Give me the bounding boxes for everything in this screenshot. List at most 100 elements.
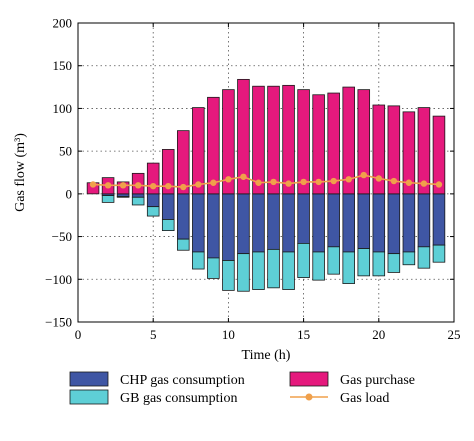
- bar-gas-purchase: [357, 89, 371, 195]
- y-tick-label: 200: [53, 16, 73, 31]
- bar-chp-gas-consumption: [312, 193, 325, 253]
- bar-chp-gas-consumption: [207, 193, 220, 259]
- bar-gb-gas-consumption: [116, 196, 130, 198]
- bar-chp-gas-consumption: [161, 193, 175, 220]
- gas-load-point: [285, 180, 292, 187]
- plot-frame: [77, 22, 455, 323]
- gas-load-point: [104, 182, 112, 189]
- bar-gb-gas-consumption: [207, 257, 220, 279]
- bar-gas-purchase: [237, 78, 250, 195]
- x-tick-label: 5: [150, 327, 157, 342]
- y-tick-label: −50: [52, 229, 72, 244]
- bar-gb-gas-consumption: [161, 219, 175, 231]
- y-tick-label: 150: [53, 58, 73, 73]
- gas-load-point: [134, 182, 142, 189]
- bar-gb-gas-consumption: [267, 248, 280, 289]
- bar-gb-gas-consumption: [327, 246, 340, 275]
- legend-marker-gas-load: [305, 393, 313, 401]
- bar-gb-gas-consumption: [342, 251, 355, 284]
- legend: CHP gas consumption GB gas consumption Gas…: [69, 371, 415, 406]
- gas-load-point: [180, 183, 187, 191]
- bar-gas-purchase: [327, 92, 340, 195]
- y-tick-label: −150: [45, 315, 72, 330]
- bar-gas-purchase: [267, 85, 280, 195]
- bar-chp-gas-consumption: [131, 193, 145, 198]
- bar-chp-gas-consumption: [146, 193, 160, 208]
- axis-ticks: 0 5 10 15 20 25 −150 −100 −50 0 50 100 150 200: [45, 16, 460, 343]
- gas-load-point: [375, 175, 382, 182]
- bar-gas-purchase: [342, 86, 355, 195]
- bar-chp-gas-consumption: [402, 193, 416, 253]
- gas-load-point: [315, 178, 322, 186]
- gas-load-point: [225, 176, 232, 183]
- y-tick-label: 100: [53, 101, 73, 116]
- legend-swatch-chp-gas-consumption: [69, 371, 109, 387]
- bar-chp-gas-consumption: [432, 193, 446, 246]
- bar-gb-gas-consumption: [297, 243, 310, 278]
- bar-gas-purchase: [297, 89, 310, 195]
- legend-label-gas-load: Gas load: [340, 391, 389, 406]
- bar-chp-gas-consumption: [267, 193, 280, 250]
- bar-gas-purchase: [312, 94, 325, 195]
- bar-gb-gas-consumption: [312, 251, 325, 281]
- bar-gas-purchase: [222, 89, 235, 195]
- bar-gb-gas-consumption: [372, 251, 386, 277]
- bar-chp-gas-consumption: [252, 193, 265, 253]
- x-axis-title: Time (h): [242, 348, 291, 363]
- gas-load-point: [420, 180, 428, 187]
- gas-load-point: [330, 177, 337, 185]
- x-tick-label: 20: [372, 327, 385, 342]
- y-tick-label: 0: [66, 186, 73, 201]
- bar-gb-gas-consumption: [402, 251, 416, 266]
- bar-gb-gas-consumption: [101, 195, 115, 203]
- bars: [86, 78, 446, 292]
- gas-load-point: [255, 179, 262, 186]
- gas-load-point: [345, 176, 352, 183]
- bar-gb-gas-consumption: [282, 251, 295, 290]
- gas-load-point: [360, 171, 367, 179]
- bar-chp-gas-consumption: [192, 193, 205, 253]
- bar-chp-gas-consumption: [282, 193, 295, 253]
- bar-gas-purchase: [252, 85, 265, 195]
- y-axis-title: Gas flow (m³): [13, 133, 28, 212]
- legend-label-chp-gas-consumption: CHP gas consumption: [120, 373, 245, 388]
- gas-load-point: [89, 181, 97, 188]
- gas-load-point: [405, 179, 413, 186]
- bar-gb-gas-consumption: [237, 253, 250, 292]
- bar-gb-gas-consumption: [177, 238, 190, 251]
- bar-chp-gas-consumption: [177, 193, 190, 240]
- bar-chp-gas-consumption: [372, 193, 386, 253]
- x-tick-label: 25: [448, 327, 461, 342]
- bar-gas-purchase: [146, 162, 160, 195]
- bar-chp-gas-consumption: [222, 193, 235, 261]
- bar-gas-purchase: [282, 84, 295, 195]
- x-tick-label: 15: [297, 327, 310, 342]
- bar-gas-purchase: [372, 104, 386, 195]
- y-tick-label: −100: [45, 272, 72, 287]
- bar-gas-purchase: [161, 149, 175, 195]
- bar-gas-purchase: [177, 130, 190, 195]
- gas-load-point: [195, 181, 202, 188]
- gas-load-point: [165, 182, 172, 190]
- bar-gb-gas-consumption: [432, 244, 446, 263]
- bar-chp-gas-consumption: [237, 193, 250, 255]
- gas-load-line: [89, 171, 443, 191]
- gas-load-path: [92, 174, 440, 188]
- bar-chp-gas-consumption: [387, 193, 401, 255]
- bar-chp-gas-consumption: [327, 193, 340, 248]
- bar-gas-purchase: [402, 111, 416, 195]
- bar-gb-gas-consumption: [146, 206, 160, 217]
- bar-gb-gas-consumption: [222, 260, 235, 291]
- gas-load-point: [300, 178, 307, 186]
- gas-load-point: [210, 179, 217, 186]
- legend-label-gb-gas-consumption: GB gas consumption: [120, 391, 237, 406]
- bar-gb-gas-consumption: [357, 248, 371, 277]
- bar-gb-gas-consumption: [131, 196, 145, 206]
- gas-load-point: [270, 178, 277, 186]
- gas-load-point: [119, 182, 127, 189]
- legend-swatch-gas-purchase: [289, 371, 329, 387]
- bar-gb-gas-consumption: [252, 251, 265, 290]
- x-tick-label: 0: [75, 327, 82, 342]
- bar-gas-purchase: [417, 107, 431, 195]
